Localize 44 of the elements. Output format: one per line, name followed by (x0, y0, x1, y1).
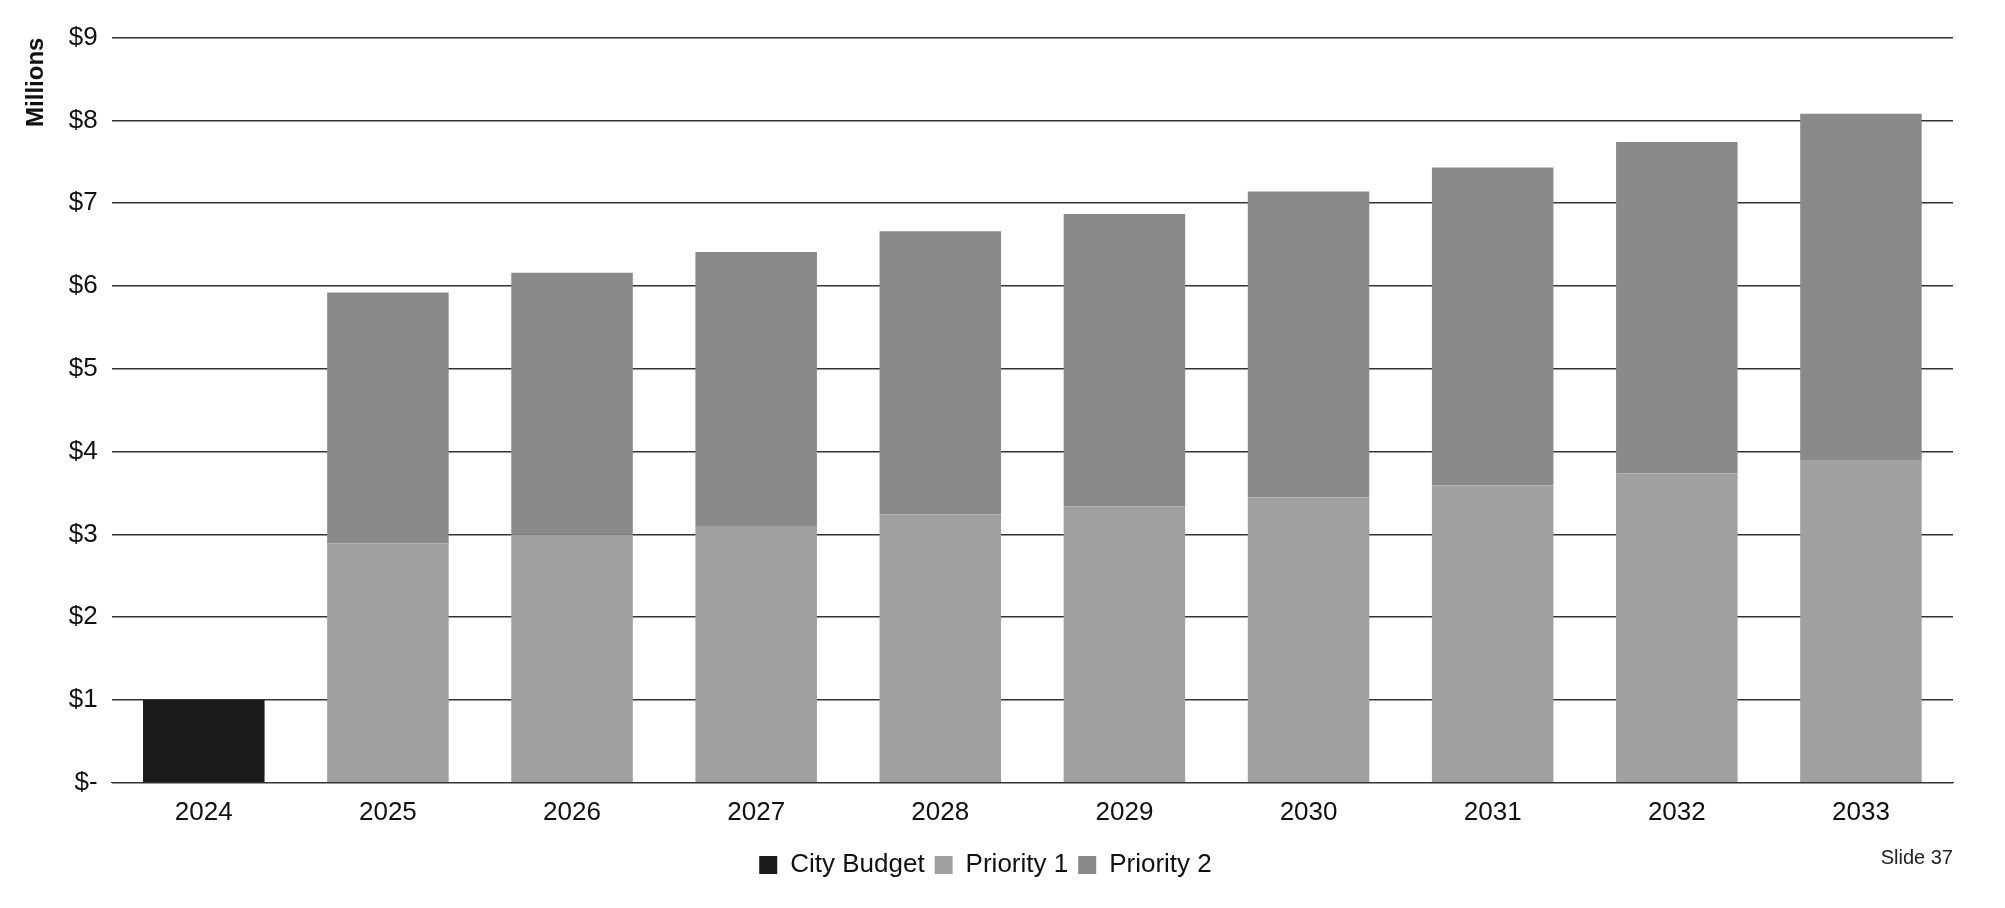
y-axis-title: Millions (21, 37, 49, 127)
y-tick-label: $- (74, 765, 98, 796)
bar (1616, 473, 1738, 783)
y-tick-label: $4 (68, 434, 98, 465)
y-tick-label: $7 (68, 186, 98, 217)
y-tick-label: $9 (68, 20, 98, 51)
legend-label: City Budget (790, 848, 926, 879)
bar (327, 292, 449, 544)
x-tick-label: 2027 (727, 795, 786, 826)
bar (1431, 485, 1554, 783)
bar (695, 526, 817, 783)
legend-label: Priority 2 (1109, 848, 1212, 879)
y-tick-label: $5 (68, 351, 98, 382)
bar (511, 272, 633, 535)
bar (1063, 213, 1186, 507)
x-tick-label: 2026 (543, 795, 601, 826)
bar (511, 534, 633, 783)
y-tick-label: $2 (68, 600, 98, 631)
y-tick-label: $3 (68, 517, 98, 548)
y-tick-label: $6 (68, 269, 98, 300)
bar (1616, 141, 1738, 474)
x-tick-label: 2031 (1463, 795, 1522, 826)
bar (879, 231, 1002, 515)
bar (1800, 460, 1922, 783)
bar (143, 700, 265, 783)
x-tick-label: 2024 (174, 795, 233, 826)
bar (695, 252, 817, 527)
y-tick-label: $1 (68, 683, 98, 714)
x-tick-label: 2028 (911, 795, 970, 826)
bar (1063, 506, 1186, 783)
x-tick-label: 2025 (358, 795, 417, 826)
text: Slide 37 (1880, 845, 1953, 868)
bar (1431, 167, 1554, 486)
x-tick-label: 2033 (1832, 795, 1890, 826)
y-tick-label: $8 (68, 103, 98, 134)
bar (327, 543, 449, 783)
bar (1247, 497, 1370, 783)
legend-label: Priority 1 (965, 848, 1069, 879)
bar (1800, 113, 1922, 461)
x-tick-label: 2029 (1095, 795, 1154, 826)
bar (1247, 191, 1370, 498)
x-tick-label: 2030 (1279, 795, 1338, 826)
x-tick-label: 2032 (1647, 795, 1706, 826)
bar (879, 514, 1002, 783)
